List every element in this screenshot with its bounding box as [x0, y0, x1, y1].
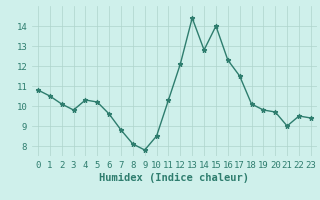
X-axis label: Humidex (Indice chaleur): Humidex (Indice chaleur): [100, 173, 249, 183]
